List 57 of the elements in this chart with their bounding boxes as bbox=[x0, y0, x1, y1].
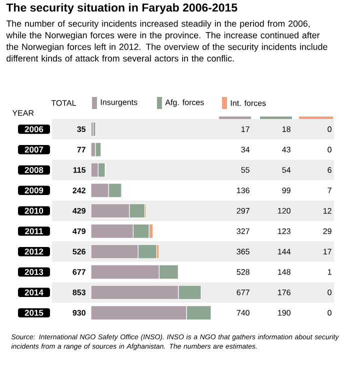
total-label: 479 bbox=[72, 228, 86, 234]
total-label: 526 bbox=[72, 248, 86, 254]
data-label: 144 bbox=[278, 248, 291, 254]
data-label: 7 bbox=[328, 188, 332, 194]
data-label: 528 bbox=[236, 269, 250, 275]
y-tick-label: 2008 bbox=[24, 167, 44, 174]
legend-label: Int. forces bbox=[230, 100, 266, 106]
y-tick-label: 2014 bbox=[24, 289, 44, 296]
data-label: 1 bbox=[328, 269, 332, 275]
data-label: 99 bbox=[282, 188, 290, 194]
data-label: 0 bbox=[328, 310, 332, 316]
data-label: 29 bbox=[323, 228, 332, 234]
data-label: 677 bbox=[236, 290, 250, 296]
total-label: 77 bbox=[77, 146, 86, 152]
total-label: 115 bbox=[73, 167, 86, 173]
y-tick-label: 2007 bbox=[24, 146, 44, 153]
data-label: 136 bbox=[237, 188, 250, 194]
y-axis-title: YEAR bbox=[12, 110, 34, 116]
data-label: 190 bbox=[278, 310, 290, 316]
total-label: 35 bbox=[77, 126, 86, 132]
data-label: 148 bbox=[278, 269, 290, 275]
legend-label: Insurgents bbox=[100, 99, 138, 107]
data-label: 120 bbox=[278, 208, 290, 214]
data-label: 12 bbox=[323, 208, 332, 214]
y-tick-label: 2013 bbox=[24, 268, 44, 276]
data-label: 17 bbox=[323, 248, 332, 254]
total-label: 930 bbox=[72, 310, 86, 316]
data-label: 34 bbox=[241, 146, 250, 152]
total-label: 853 bbox=[72, 290, 86, 296]
data-label: 55 bbox=[241, 167, 250, 173]
y-tick-label: 2006 bbox=[24, 126, 44, 132]
data-label: 0 bbox=[328, 146, 332, 152]
total-label: 429 bbox=[72, 208, 86, 214]
data-label: 54 bbox=[282, 167, 291, 173]
legend-label: Afg. forces bbox=[165, 99, 204, 107]
data-label: 6 bbox=[328, 167, 332, 173]
chart-subtitle: The number of security incidents increased steadily in the period from 2006, while the Norwegian forces were in the province. The increase continued after the Norwegian forces left in 2012. The overview of the security incidents include different kinds of attack from several actors in the conflic. bbox=[6, 20, 328, 62]
y-tick-label: 2011 bbox=[25, 228, 43, 234]
data-label: 327 bbox=[236, 228, 250, 234]
text: TOTAL bbox=[51, 100, 76, 106]
y-tick-label: 2009 bbox=[24, 187, 44, 194]
data-label: 18 bbox=[282, 126, 290, 132]
data-label: 0 bbox=[328, 126, 332, 132]
data-label: 43 bbox=[282, 146, 290, 152]
y-tick-label: 2012 bbox=[24, 248, 44, 255]
data-label: 0 bbox=[328, 290, 332, 296]
data-label: 740 bbox=[236, 310, 250, 316]
y-tick-label: 2015 bbox=[24, 310, 44, 316]
total-label: 242 bbox=[72, 188, 86, 194]
chart-title: The security situation in Faryab 2006-2015 bbox=[6, 3, 238, 14]
data-label: 17 bbox=[242, 126, 250, 132]
data-label: 297 bbox=[236, 208, 250, 214]
total-label: 677 bbox=[72, 269, 86, 275]
data-label: 123 bbox=[278, 228, 290, 234]
data-label: 365 bbox=[236, 248, 250, 254]
data-label: 176 bbox=[278, 290, 290, 296]
y-tick-label: 2010 bbox=[24, 208, 44, 214]
